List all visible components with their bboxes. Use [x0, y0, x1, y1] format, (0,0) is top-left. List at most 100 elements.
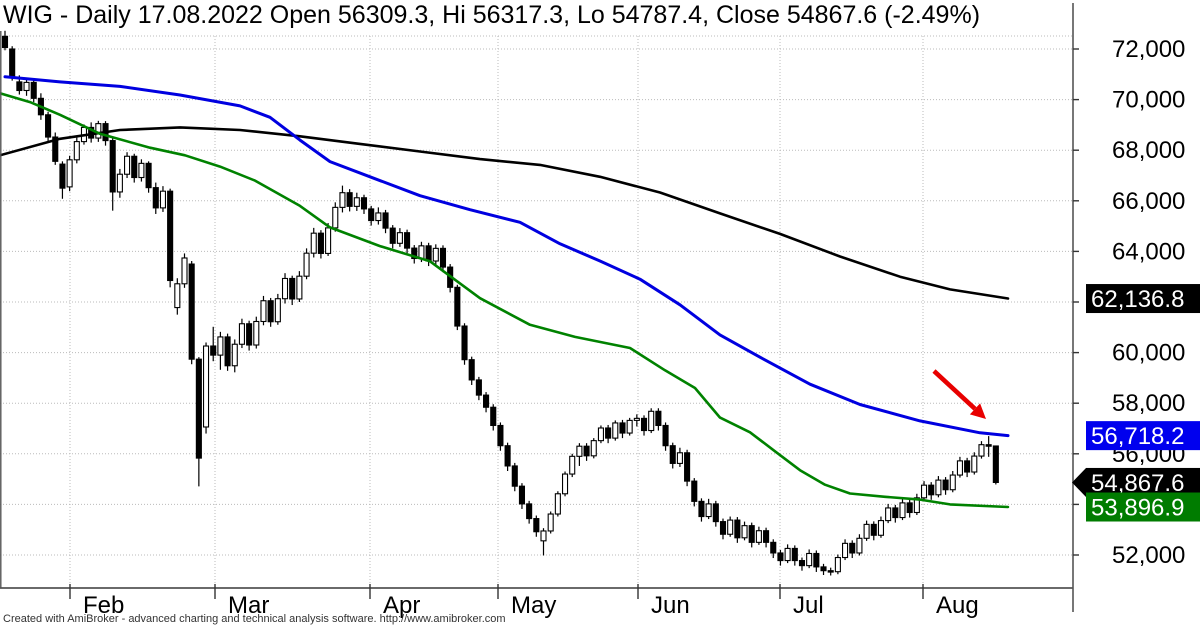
price-badge	[1086, 284, 1200, 314]
candle-down	[188, 263, 195, 360]
candle-up	[281, 277, 289, 300]
moving-average-long-black	[0, 126, 1010, 300]
candle-down	[712, 503, 719, 523]
candle-down	[9, 48, 16, 78]
y-axis-label: 52,000	[1112, 542, 1185, 569]
candle-down	[748, 525, 755, 543]
candle-up	[174, 283, 181, 309]
candle-up	[138, 162, 145, 179]
candle-up	[296, 275, 303, 300]
candle-down	[518, 485, 526, 505]
y-axis-label: 58,000	[1112, 390, 1185, 417]
candle-up	[576, 445, 583, 457]
moving-average-short-green	[0, 92, 1010, 509]
candle-down	[719, 521, 727, 535]
candle-down	[698, 500, 705, 518]
candle-down	[210, 345, 217, 356]
price-badge-pointer	[1072, 467, 1086, 497]
candle-up	[353, 197, 360, 207]
candle-down	[346, 192, 353, 207]
candle-down	[605, 427, 612, 439]
candle-down	[109, 140, 116, 193]
moving-average-medium-blue	[3, 75, 1010, 438]
price-badge-label: 53,896.9	[1091, 495, 1184, 522]
price-badge-label: 54,867.6	[1091, 470, 1184, 497]
candle-up	[755, 530, 762, 543]
candle-down	[763, 530, 770, 543]
candle-down	[619, 422, 626, 434]
candle-down	[511, 465, 518, 487]
candle-up	[561, 473, 569, 495]
candle-down	[454, 286, 461, 327]
candle-up	[325, 227, 332, 254]
price-badge-label: 62,136.8	[1091, 286, 1184, 313]
candle-up	[116, 173, 123, 193]
candle-down	[195, 358, 202, 459]
candle-down	[533, 518, 540, 533]
candle-up	[260, 300, 267, 323]
candle-down	[777, 552, 784, 562]
candle-up	[741, 525, 748, 539]
candle-down	[770, 541, 777, 554]
candle-up	[612, 422, 619, 439]
candle-down	[583, 445, 590, 457]
price-badge	[1086, 467, 1200, 497]
candle-down	[791, 547, 798, 562]
candle-up	[159, 190, 167, 209]
y-axis-label: 70,000	[1112, 87, 1185, 114]
candle-up	[540, 530, 547, 542]
y-axis-label: 68,000	[1112, 137, 1185, 164]
price-badge	[1086, 492, 1200, 522]
candle-up	[274, 298, 281, 323]
candle-down	[317, 232, 324, 254]
candle-up	[124, 155, 131, 175]
candle-up	[885, 507, 892, 522]
candle-down	[526, 503, 533, 520]
price-badge-label: 56,718.2	[1091, 423, 1184, 450]
candle-down	[870, 523, 877, 536]
candle-up	[547, 513, 554, 532]
candle-up	[949, 474, 956, 491]
candle-down	[59, 163, 66, 189]
candle-up	[842, 542, 849, 559]
candle-up	[554, 493, 561, 515]
candle-up	[863, 523, 870, 539]
candle-down	[655, 410, 662, 427]
candle-down	[504, 445, 511, 467]
candle-down	[849, 542, 856, 554]
candle-up	[181, 257, 188, 285]
x-axis-label: Feb	[83, 592, 124, 619]
candle-down	[827, 570, 834, 573]
candle-up	[676, 452, 683, 464]
candle-down	[992, 445, 999, 483]
candle-up	[202, 345, 210, 428]
candle-down	[404, 232, 411, 249]
candle-up	[971, 455, 978, 473]
x-axis-label: Aug	[936, 592, 979, 619]
candle-down	[30, 81, 37, 99]
candle-up	[253, 320, 260, 346]
x-axis-label: Jul	[793, 592, 824, 619]
candle-down	[820, 566, 827, 572]
candle-up	[375, 212, 382, 222]
candle-down	[411, 247, 418, 260]
candle-down	[691, 480, 698, 502]
candle-down	[439, 247, 447, 268]
candle-down	[662, 424, 669, 447]
candle-down	[289, 277, 296, 300]
candle-down	[964, 460, 971, 473]
candle-down	[145, 162, 152, 189]
candle-up	[418, 245, 425, 260]
x-axis-label: Mar	[228, 592, 269, 619]
candle-down	[497, 424, 504, 447]
annotation-arrow-shaft	[932, 369, 977, 411]
candle-up	[784, 547, 791, 562]
candle-down	[131, 155, 138, 179]
candle-down	[468, 359, 475, 381]
candle-down	[461, 325, 468, 361]
candle-down	[267, 300, 274, 323]
candle-up	[956, 460, 963, 476]
candle-up	[727, 519, 734, 535]
candle-down	[16, 81, 23, 92]
